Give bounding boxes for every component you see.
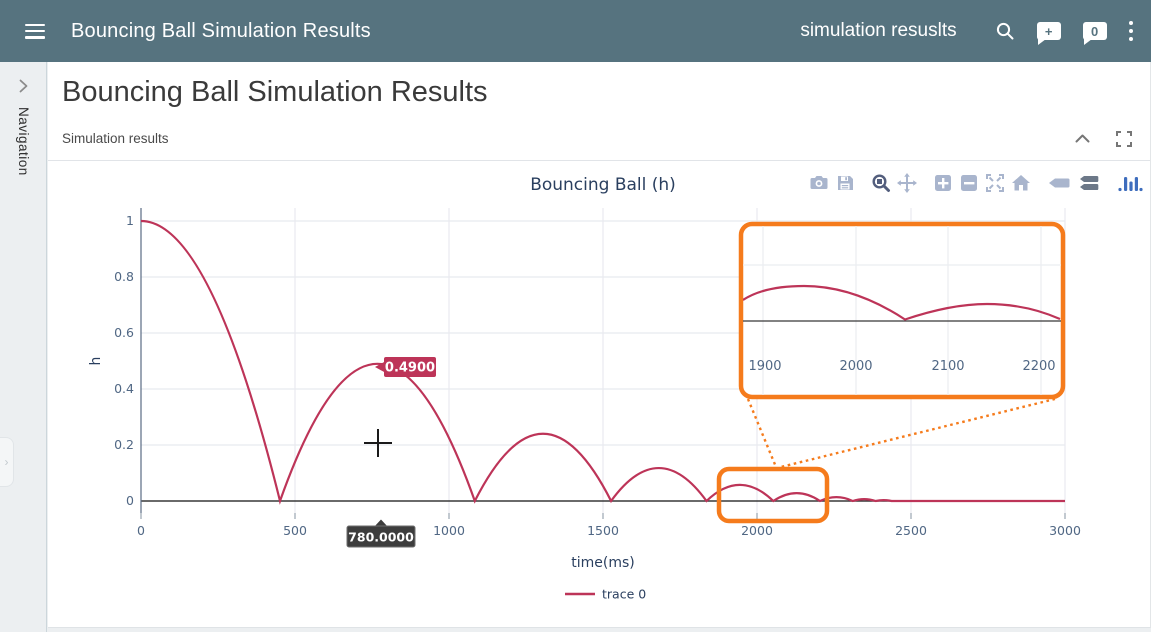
svg-text:780.0000: 780.0000 — [348, 530, 414, 545]
svg-text:0: 0 — [137, 523, 145, 538]
trace-0-line[interactable] — [140, 219, 1065, 505]
page-title: Bouncing Ball Simulation Results — [62, 76, 488, 108]
crosshair-cursor — [364, 429, 392, 457]
zoom-tool-icon[interactable] — [868, 173, 894, 193]
svg-text:0.2: 0.2 — [114, 437, 134, 452]
plot-area[interactable]: 1900 2000 2100 2200 Bouncing Ball (h) 0 … — [48, 161, 1151, 631]
hover-compare-icon[interactable] — [1074, 173, 1104, 193]
svg-text:2000: 2000 — [839, 359, 872, 374]
svg-text:3000: 3000 — [1049, 523, 1081, 538]
svg-text:1: 1 — [126, 213, 134, 228]
svg-text:0.6: 0.6 — [114, 325, 134, 340]
pan-tool-icon[interactable] — [894, 173, 920, 193]
autoscale-icon[interactable] — [982, 173, 1008, 193]
svg-text:0: 0 — [126, 493, 134, 508]
plot-modebar — [806, 173, 1146, 193]
svg-text:2000: 2000 — [741, 523, 773, 538]
x-tick-labels: 0 500 1000 1500 2000 2500 3000 — [137, 523, 1081, 538]
comment-count-icon[interactable]: 0 — [1082, 22, 1107, 45]
sidebar-navigation-label[interactable]: Navigation — [16, 107, 31, 176]
hover-value-label: 0.4900 — [375, 357, 436, 377]
panel-header: Simulation results — [48, 117, 1150, 161]
app-header: Bouncing Ball Simulation Results simulat… — [0, 0, 1151, 62]
zoom-in-icon[interactable] — [930, 173, 956, 193]
save-icon[interactable] — [832, 173, 858, 193]
sidebar-drawer-handle[interactable]: › — [0, 437, 14, 487]
menu-icon[interactable] — [25, 23, 45, 39]
collapse-panel-icon[interactable] — [1075, 134, 1090, 143]
y-tick-labels: 0 0.2 0.4 0.6 0.8 1 — [114, 213, 134, 508]
x-cursor-label: 780.0000 — [346, 519, 416, 548]
svg-text:2200: 2200 — [1022, 359, 1055, 374]
svg-text:2500: 2500 — [895, 523, 927, 538]
legend-label: trace 0 — [602, 587, 646, 602]
magnifier-inset: 1900 2000 2100 2200 — [738, 221, 1066, 400]
svg-text:0.4: 0.4 — [114, 381, 134, 396]
chart-title: Bouncing Ball (h) — [530, 175, 676, 195]
add-comment-bubble: + — [1036, 22, 1061, 45]
callout-connector-lines — [746, 397, 1056, 469]
reset-axes-home-icon[interactable] — [1008, 173, 1034, 193]
svg-text:0.8: 0.8 — [114, 269, 134, 284]
inset-x-tick-labels: 1900 2000 2100 2200 — [748, 359, 1055, 374]
zoom-region-highlight — [716, 466, 830, 524]
main-content: Bouncing Ball Simulation Results Simulat… — [48, 62, 1151, 628]
svg-text:2100: 2100 — [931, 359, 964, 374]
svg-text:1000: 1000 — [433, 523, 465, 538]
overflow-menu-icon[interactable] — [1128, 21, 1133, 41]
app-title: Bouncing Ball Simulation Results — [71, 19, 371, 42]
app-subtitle: simulation resuslts — [800, 20, 957, 41]
sidebar-expand-icon[interactable] — [18, 78, 29, 97]
inset-trace-line — [743, 284, 1061, 321]
svg-text:500: 500 — [283, 523, 307, 538]
x-tick-marks — [140, 513, 1066, 519]
legend[interactable]: trace 0 — [565, 587, 646, 602]
add-comment-icon[interactable]: + — [1036, 22, 1061, 45]
download-plot-icon[interactable] — [806, 173, 832, 193]
x-axis-label: time(ms) — [571, 555, 635, 571]
svg-text:0.4900: 0.4900 — [385, 361, 435, 376]
sidebar: Navigation › — [0, 62, 47, 632]
search-icon[interactable] — [995, 21, 1015, 41]
fullscreen-icon[interactable] — [1116, 130, 1132, 147]
zoom-out-icon[interactable] — [956, 173, 982, 193]
svg-text:1900: 1900 — [748, 359, 781, 374]
svg-text:1500: 1500 — [587, 523, 619, 538]
bouncing-ball-chart[interactable]: 1900 2000 2100 2200 Bouncing Ball (h) 0 … — [48, 163, 1151, 629]
y-axis-label: h — [88, 357, 104, 366]
comment-count-badge: 0 — [1082, 22, 1107, 45]
panel-title: Simulation results — [62, 131, 169, 146]
plotly-logo-icon[interactable] — [1114, 173, 1146, 193]
hover-closest-icon[interactable] — [1044, 173, 1074, 193]
